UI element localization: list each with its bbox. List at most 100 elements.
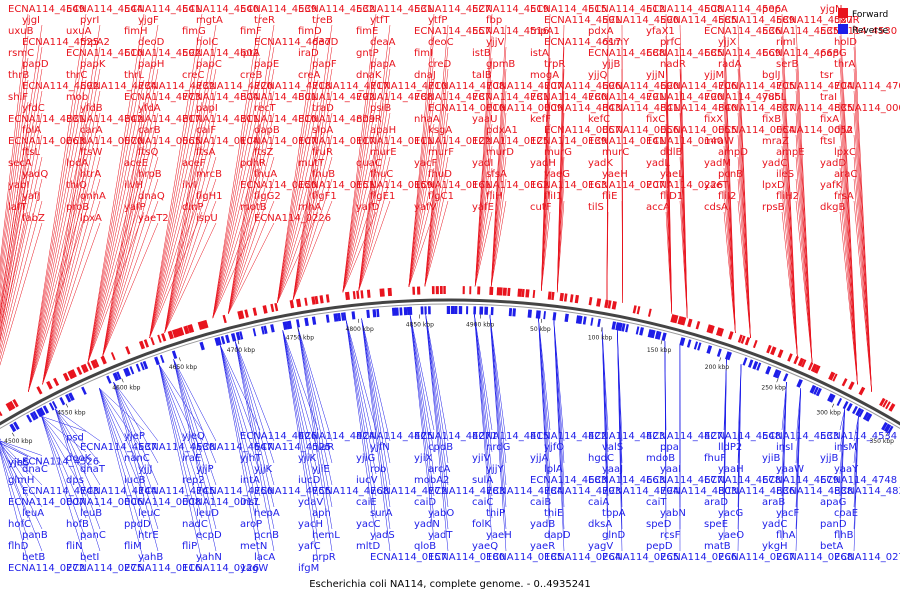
gene-label-line	[839, 145, 858, 385]
gene-label: ECNA114_4585	[660, 15, 737, 26]
forward-gene-block	[189, 324, 195, 333]
gene-label: yacH	[298, 519, 323, 530]
gene-label: tilS	[588, 202, 604, 213]
reverse-gene-block	[220, 335, 226, 345]
reverse-gene-block	[36, 408, 43, 418]
gene-label-line	[781, 167, 798, 357]
gene-label: yadC	[762, 158, 787, 169]
forward-gene-block	[435, 286, 439, 295]
gene-label: ECNA114_0007	[8, 497, 85, 508]
gene-label: holC	[196, 37, 218, 48]
forward-gene-block	[517, 288, 523, 297]
gene-label: fruR	[312, 147, 333, 158]
gene-label: ECNA114_4790	[646, 92, 723, 103]
forward-gene-block	[36, 386, 43, 395]
gene-label-line	[342, 35, 377, 293]
gene-label: ECNA114_0163	[530, 180, 607, 191]
gene-label: hofC	[8, 519, 31, 530]
gene-label: fixC	[646, 114, 665, 125]
gene-label-line	[853, 416, 859, 442]
gene-label: ECNA114_4544	[66, 4, 143, 15]
gene-label: ECNA114_0271	[834, 552, 900, 563]
gene-label: yaeR	[530, 541, 555, 552]
gene-label: ECNA114_0122	[414, 136, 491, 147]
gene-label: yfdA	[138, 103, 161, 114]
tick-mark	[121, 378, 124, 383]
gene-label-line	[227, 46, 275, 314]
forward-gene-block	[737, 334, 743, 343]
gene-label: ECNA114_0207	[588, 180, 665, 191]
gene-label: papF	[312, 59, 337, 70]
tick-label: 4800 kbp	[346, 326, 374, 333]
gene-label: fliM	[124, 541, 142, 552]
gene-label: ECNA114_4718	[254, 81, 331, 92]
forward-gene-block	[314, 295, 319, 305]
gene-label-line	[474, 314, 493, 453]
gene-label-line	[55, 409, 101, 530]
gene-label-line	[425, 314, 449, 464]
gene-label-line	[853, 416, 859, 552]
gene-label: yadQ	[22, 169, 48, 180]
reverse-gene-block	[112, 372, 120, 382]
reverse-gene-block	[756, 362, 762, 371]
gene-label: ECNA114_0151	[298, 180, 375, 191]
gene-label-line	[424, 68, 449, 287]
gene-label: ECNA114_0107	[240, 136, 317, 147]
gene-label: ECNA114_0125	[472, 136, 549, 147]
gene-label-line	[345, 320, 377, 541]
gene-label-line	[425, 314, 449, 530]
gene-label: araC	[834, 169, 857, 180]
gene-label: uxuA	[66, 26, 92, 37]
forward-gene-block	[222, 314, 227, 324]
reverse-gene-block	[852, 405, 858, 415]
gene-label: deoD	[138, 37, 165, 48]
gene-label-line	[173, 359, 217, 464]
gene-label-line	[113, 381, 159, 530]
gene-label: ECNA114_4426	[240, 431, 317, 442]
gene-label: intA	[240, 475, 260, 486]
reverse-gene-block	[881, 422, 888, 431]
gene-label-line	[424, 178, 449, 287]
gene-label: yjjJ	[138, 464, 152, 475]
gene-label: ECNA114_4540	[182, 4, 259, 15]
forward-gene-block	[90, 359, 98, 369]
gene-label-line	[538, 318, 551, 453]
gene-label: ECNA114_4690	[602, 81, 679, 92]
gene-label: carB	[138, 125, 161, 136]
map-caption: Escherichia coli NA114, complete genome.…	[309, 579, 591, 590]
gene-label-line	[723, 145, 736, 333]
gene-label-line	[474, 211, 493, 287]
forward-gene-block	[607, 300, 612, 309]
gene-label: mrcB	[196, 169, 222, 180]
gene-label: yacF	[414, 158, 438, 169]
gene-label-line	[839, 167, 858, 385]
gene-label: ECNA114_4745	[138, 486, 215, 497]
forward-gene-block	[143, 339, 150, 348]
gene-label: carA	[80, 125, 103, 136]
reverse-gene-block	[68, 392, 75, 402]
tick-label: 300 kbp	[816, 410, 841, 417]
gene-label: yafD	[356, 202, 380, 213]
tick-mark	[719, 357, 722, 362]
gene-label-line	[149, 79, 203, 339]
gene-label-line	[474, 145, 493, 287]
gene-label: ECNA114_0117	[298, 136, 375, 147]
gene-label-line	[277, 145, 319, 303]
gene-label-line	[490, 134, 507, 287]
forward-gene-block	[138, 340, 146, 350]
gene-label: yjjB	[602, 59, 620, 70]
gene-label: insM	[834, 442, 857, 453]
gene-label: istB	[472, 48, 491, 59]
gene-label: nrdG	[486, 442, 510, 453]
forward-gene-block	[766, 344, 772, 354]
reverse-gene-block	[552, 312, 557, 321]
gene-label: osmY	[602, 37, 630, 48]
forward-gene-block	[521, 288, 525, 298]
gene-label-line	[358, 156, 391, 291]
gene-label: ECNA114_4602	[182, 48, 259, 59]
reverse-gene-block	[582, 316, 587, 325]
gene-label-line	[737, 156, 751, 339]
gene-label: ECNA114_0268	[776, 552, 853, 563]
gene-label-line	[853, 112, 872, 392]
gene-label: fimG	[182, 26, 206, 37]
